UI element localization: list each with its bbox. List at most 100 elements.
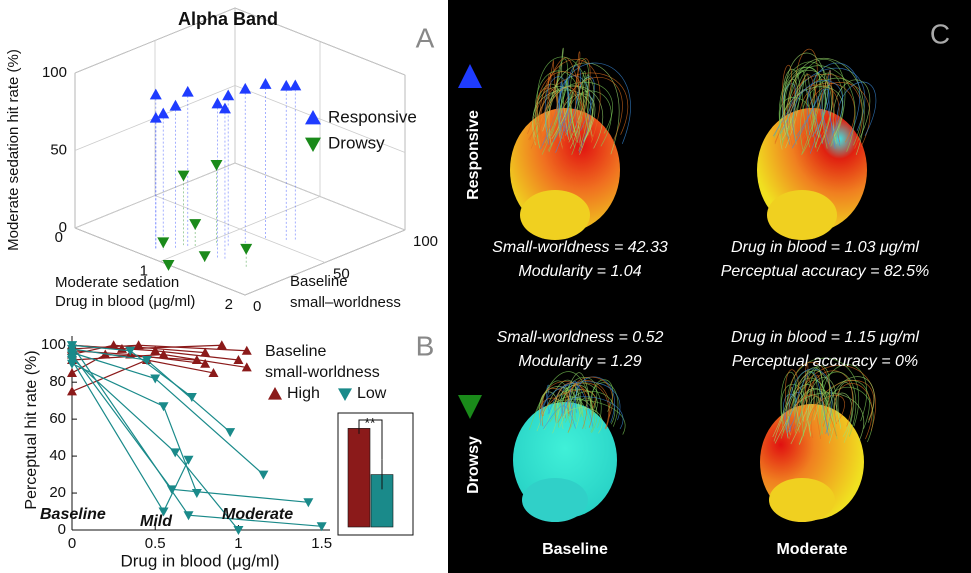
fiber xyxy=(832,79,871,144)
fiber xyxy=(546,81,613,137)
fiber xyxy=(774,74,826,143)
y-tick-label: 100 xyxy=(41,336,66,353)
data-point xyxy=(303,498,314,508)
z-tick-label: 50 xyxy=(50,141,67,158)
data-point xyxy=(183,511,194,521)
fiber xyxy=(837,382,854,443)
subject-line xyxy=(71,352,264,476)
fiber xyxy=(544,387,574,430)
fiber xyxy=(539,384,550,415)
y-axis-label: Perceptual hit rate (%) xyxy=(23,350,40,509)
legend-label: High xyxy=(287,385,320,402)
fiber xyxy=(544,78,576,144)
row-label: Drowsy xyxy=(465,436,482,494)
fiber xyxy=(773,69,817,149)
fiber xyxy=(780,371,796,433)
data-point xyxy=(157,237,170,249)
fiber xyxy=(527,57,590,136)
head xyxy=(760,404,864,522)
annotation: Baseline xyxy=(40,506,106,523)
fiber xyxy=(788,361,830,427)
legend-title: Baseline xyxy=(265,343,326,360)
data-point xyxy=(211,97,224,109)
legend-marker xyxy=(338,388,352,401)
data-point xyxy=(200,347,211,357)
caption: Perceptual accuracy = 0% xyxy=(732,353,918,370)
data-point xyxy=(200,358,211,368)
data-point xyxy=(280,79,293,91)
data-point xyxy=(189,219,202,230)
fiber xyxy=(561,407,603,434)
chart-title: Alpha Band xyxy=(178,9,278,29)
legend-marker xyxy=(305,110,321,125)
data-point xyxy=(170,448,181,458)
panel-label: B xyxy=(416,330,435,361)
y-axis-label: Baseline xyxy=(290,273,348,290)
legend-label: Responsive xyxy=(328,107,417,126)
fiber xyxy=(817,371,857,437)
fiber xyxy=(836,81,877,147)
data-point xyxy=(158,349,169,359)
fiber xyxy=(559,77,623,150)
fiber xyxy=(791,96,830,149)
fiber xyxy=(779,96,814,156)
fiber xyxy=(536,56,589,151)
fiber xyxy=(536,71,584,137)
grid-line xyxy=(74,227,246,296)
data-point xyxy=(316,522,327,532)
fiber xyxy=(807,82,871,147)
data-point xyxy=(158,402,169,412)
panel-a: 0 50 100 0 1 2 0 50 100 Alpha Band Moderate sedati… xyxy=(5,7,438,315)
z-tick-label: 0 xyxy=(59,219,67,236)
y-tick-label: 40 xyxy=(49,447,66,464)
y-axis-label: small–worldness xyxy=(290,294,401,311)
data-point xyxy=(67,341,77,351)
fiber xyxy=(793,59,846,145)
data-point xyxy=(198,251,211,262)
data-point xyxy=(259,78,272,89)
data-point xyxy=(158,507,169,517)
data-point xyxy=(210,159,223,171)
caption: Modularity = 1.04 xyxy=(518,263,641,280)
fiber xyxy=(799,93,830,145)
fiber xyxy=(781,384,808,445)
data-point xyxy=(150,374,161,384)
data-point xyxy=(125,346,136,356)
data-point xyxy=(258,470,269,480)
fiber xyxy=(795,374,829,434)
data-point xyxy=(289,79,302,91)
legend-marker xyxy=(268,387,282,400)
fiber xyxy=(539,59,601,149)
fiber xyxy=(821,364,867,422)
data-point xyxy=(149,88,162,100)
y-tick-label: 60 xyxy=(49,410,66,427)
caption: Drug in blood = 1.03 μg/ml xyxy=(731,239,919,256)
caption: Drug in blood = 1.15 μg/ml xyxy=(731,329,919,346)
caption: Small-worldness = 0.52 xyxy=(497,329,664,346)
y-tick-label: 20 xyxy=(49,484,66,501)
fiber xyxy=(811,88,830,138)
drowsy-marker xyxy=(458,395,482,419)
data-point xyxy=(162,260,175,271)
fiber xyxy=(786,357,860,427)
panel-label: C xyxy=(930,18,950,49)
x-tick-label: 1.5 xyxy=(311,535,332,552)
y-tick-label: 0 xyxy=(253,298,261,315)
fiber xyxy=(774,64,792,145)
fiber xyxy=(811,380,874,439)
fiber xyxy=(792,80,844,142)
fiber xyxy=(774,387,834,444)
data-point xyxy=(239,82,252,94)
fiber xyxy=(565,71,590,136)
z-axis-label: Moderate sedation hit rate (%) xyxy=(5,49,22,251)
fiber xyxy=(565,65,582,133)
data-point xyxy=(67,359,77,369)
fiber xyxy=(569,380,578,416)
x-axis-label: Drug in blood (μg/ml) xyxy=(55,293,195,310)
fiber xyxy=(789,84,840,147)
data-point xyxy=(108,340,119,350)
data-point xyxy=(186,392,197,402)
fiber xyxy=(828,376,875,432)
legend-label: Low xyxy=(357,385,387,402)
fiber xyxy=(801,365,830,437)
